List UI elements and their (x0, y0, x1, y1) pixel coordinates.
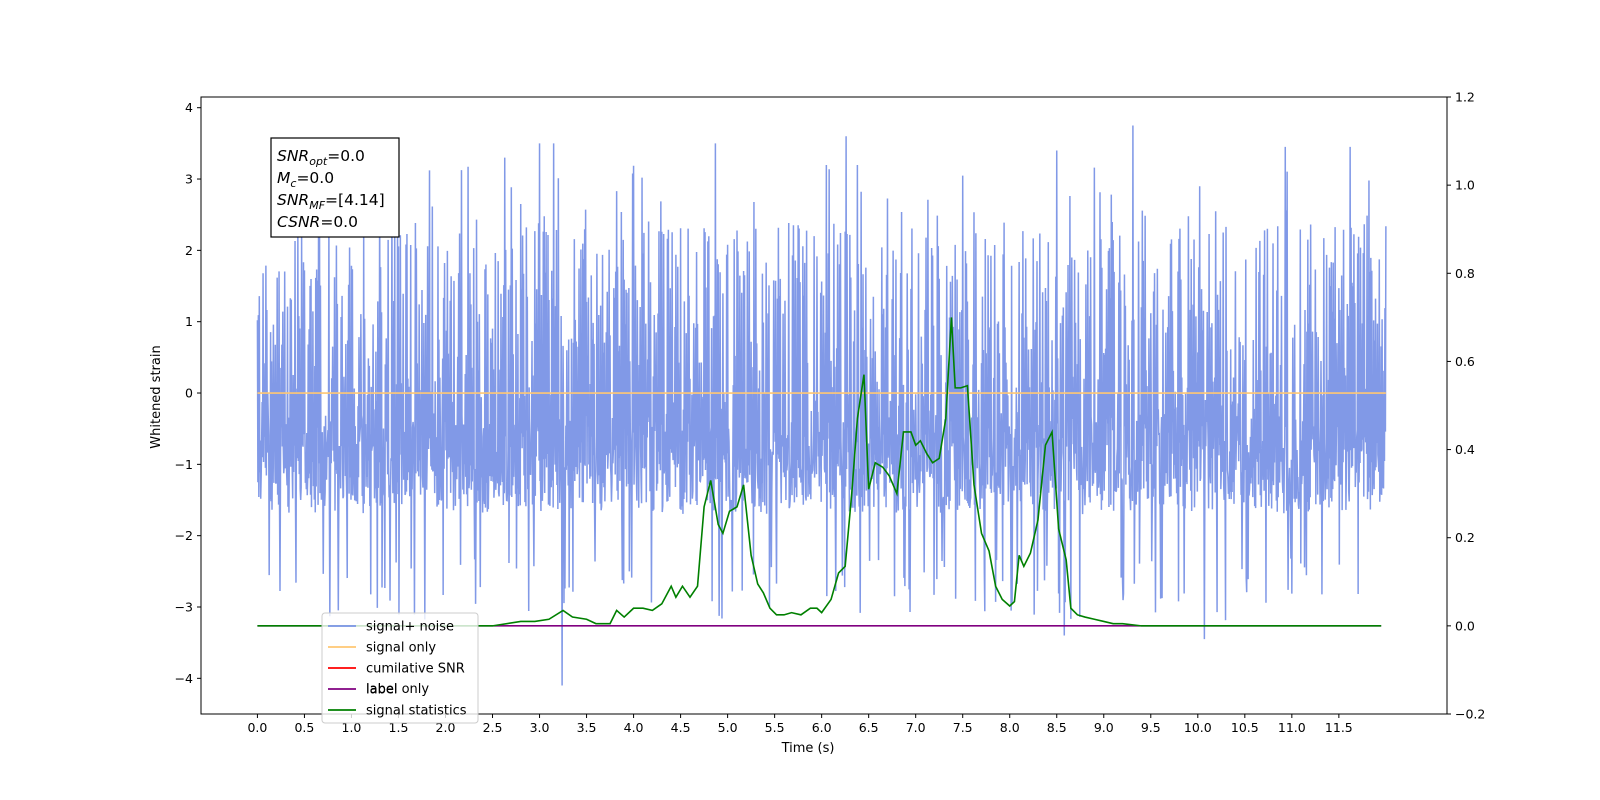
y2-tick-label: 1.0 (1455, 178, 1475, 193)
legend-label: signal+ noise (366, 620, 454, 635)
x-tick-label: 4.5 (671, 720, 691, 735)
y2-tick-label: 0.6 (1455, 354, 1475, 369)
x-tick-label: 5.5 (765, 720, 785, 735)
annotation-line: SNRMF=[4.14] (277, 191, 385, 212)
x-tick-label: 3.5 (577, 720, 597, 735)
x-tick-label: 6.0 (812, 720, 832, 735)
x-tick-label: 0.5 (294, 720, 314, 735)
x-tick-label: 0.0 (247, 720, 267, 735)
axes: 0.0 0.5 1.0 1.5 2.0 2.5 3.0 3.5 4.0 4.5 5.0 5.5 6.0 6… (175, 90, 1486, 736)
y-tick-label: −3 (175, 600, 193, 615)
annotation-line: CSNR=0.0 (277, 213, 358, 231)
x-tick-label: 7.0 (906, 720, 926, 735)
y2-tick-label: −0.2 (1455, 707, 1485, 722)
x-tick-label: 2.5 (483, 720, 503, 735)
x-tick-label: 11.0 (1278, 720, 1306, 735)
legend-ghost-label: label only (366, 682, 429, 697)
y2-tick-label: 0.2 (1455, 530, 1475, 545)
y-axis-label: Whitened strain (149, 345, 164, 448)
x-tick-label: 8.5 (1047, 720, 1067, 735)
series-signal-statistics (257, 317, 1382, 627)
x-tick-label: 1.0 (342, 720, 362, 735)
x-tick-label: 4.0 (624, 720, 644, 735)
axes-frame (200, 96, 1448, 715)
y-tick-label: 4 (185, 100, 193, 115)
y2-tick-label: 1.2 (1455, 90, 1475, 105)
legend-label: signal statistics (366, 704, 467, 719)
x-tick-label: 9.5 (1141, 720, 1161, 735)
y2-tick-label: 0.0 (1455, 618, 1475, 633)
x-tick-label: 3.0 (530, 720, 550, 735)
legend: label only signal+ noise signal only cumil… (321, 612, 479, 724)
x-tick-label: 8.0 (1000, 720, 1020, 735)
legend-label: signal only (366, 641, 436, 656)
x-tick-label: 10.0 (1184, 720, 1212, 735)
x-tick-label: 7.5 (953, 720, 973, 735)
x-tick-label: 9.0 (1094, 720, 1114, 735)
y-tick-label: −1 (175, 457, 193, 472)
y-tick-label: 1 (185, 314, 193, 329)
x-tick-label: 11.5 (1325, 720, 1353, 735)
legend-label: label (366, 683, 397, 698)
x-tick-label: 2.0 (436, 720, 456, 735)
y-tick-label: −2 (175, 528, 193, 543)
y-tick-label: 3 (185, 172, 193, 187)
y-tick-label: 0 (185, 386, 193, 401)
y-tick-label: −4 (175, 671, 193, 686)
legend-frame (321, 612, 479, 724)
y2-tick-label: 0.8 (1455, 266, 1475, 281)
annotation-line: SNRopt=0.0 (277, 147, 365, 168)
x-tick-label: 5.0 (718, 720, 738, 735)
annotation-frame (270, 137, 400, 238)
plot-area (256, 125, 1387, 686)
legend-label: cumilative SNR (366, 662, 465, 677)
x-axis-label: Time (s) (781, 741, 835, 756)
x-tick-label: 1.5 (389, 720, 409, 735)
x-tick-label: 10.5 (1231, 720, 1259, 735)
x-tick-label: 6.5 (859, 720, 879, 735)
series-signal-noise (256, 125, 1387, 686)
annotation-line: Mc=0.0 (277, 169, 334, 190)
y2-tick-label: 0.4 (1455, 442, 1475, 457)
y-tick-label: 2 (185, 243, 193, 258)
